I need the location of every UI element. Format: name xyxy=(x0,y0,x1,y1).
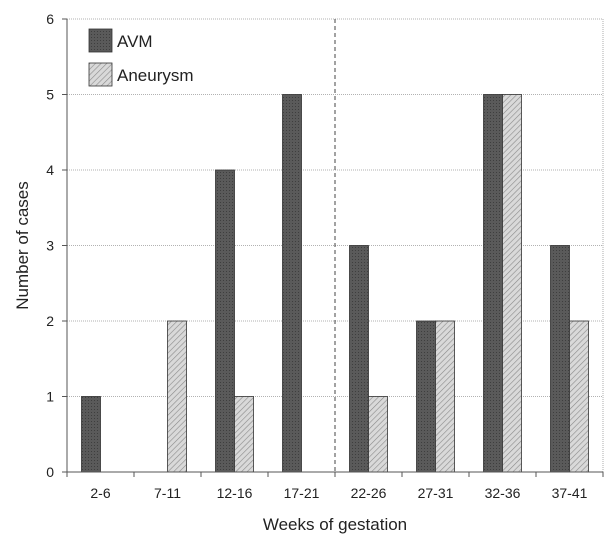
bar-avm-37-41 xyxy=(550,245,570,473)
y-tick-label: 3 xyxy=(46,238,54,254)
bar-avm-12-16 xyxy=(215,169,235,473)
y-tick-label: 6 xyxy=(46,11,54,27)
bar-avm-27-31 xyxy=(416,320,436,473)
x-tick-label: 37-41 xyxy=(552,485,588,501)
x-tick-label: 7-11 xyxy=(154,485,181,501)
legend-label-aneurysm: Aneurysm xyxy=(117,66,194,85)
x-tick-label: 22-26 xyxy=(351,485,387,501)
bar-aneurysm-22-26 xyxy=(368,396,388,473)
axes xyxy=(62,18,604,477)
y-tick-label: 2 xyxy=(46,313,54,329)
x-tick-label: 32-36 xyxy=(485,485,521,501)
y-tick-label: 1 xyxy=(46,389,54,405)
legend: AVM Aneurysm xyxy=(88,28,194,87)
bar-avm-32-36 xyxy=(483,94,503,473)
bar-avm-2-6 xyxy=(81,396,101,473)
bars xyxy=(81,94,589,473)
bar-aneurysm-7-11 xyxy=(167,320,187,473)
bar-aneurysm-32-36 xyxy=(502,94,522,473)
legend-swatch-avm xyxy=(88,28,113,53)
bar-avm-17-21 xyxy=(282,94,302,473)
bar-avm-22-26 xyxy=(349,245,369,473)
bar-aneurysm-12-16 xyxy=(234,396,254,473)
y-tick-label: 0 xyxy=(46,464,54,480)
x-tick-label: 17-21 xyxy=(284,485,320,501)
x-tick-label: 27-31 xyxy=(418,485,454,501)
y-tick-label: 5 xyxy=(46,87,54,103)
x-axis-title: Weeks of gestation xyxy=(263,515,407,534)
bar-aneurysm-27-31 xyxy=(435,320,455,473)
legend-label-avm: AVM xyxy=(117,32,153,51)
y-axis-title: Number of cases xyxy=(13,181,32,310)
bar-aneurysm-37-41 xyxy=(569,320,589,473)
legend-swatch-aneurysm xyxy=(88,62,113,87)
tick-labels: 0 1 2 3 4 5 6 2-6 7-11 12-16 17-21 22-26 27-31 32-36 3… xyxy=(46,11,587,501)
y-tick-label: 4 xyxy=(46,162,54,178)
x-tick-label: 2-6 xyxy=(90,485,110,501)
x-tick-label: 12-16 xyxy=(217,485,253,501)
